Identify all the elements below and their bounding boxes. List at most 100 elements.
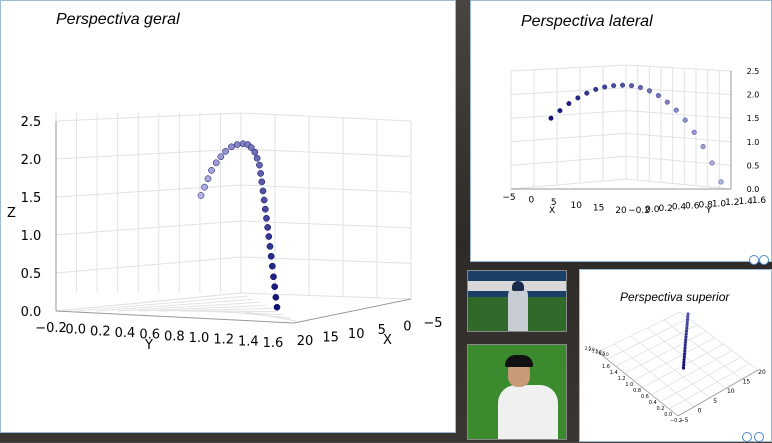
player-figure xyxy=(508,287,528,331)
top-x-tick: 10 xyxy=(727,388,735,395)
top-trajectory-point xyxy=(683,340,688,345)
lateral-trajectory-point xyxy=(691,129,697,135)
lateral-trajectory-point xyxy=(673,107,679,113)
top-z-tick: 2.5 xyxy=(585,346,592,351)
general-trajectory-point xyxy=(271,283,279,291)
top-x-ticks: −5 0 5 10 15 20 xyxy=(680,369,766,424)
top-x-tick: 0 xyxy=(698,407,702,414)
top-trajectory-point xyxy=(682,360,686,364)
lateral-z-tick: 2.0 xyxy=(747,91,760,100)
top-y-tick: 1.0 xyxy=(625,382,633,388)
general-trajectory-point xyxy=(259,187,267,195)
top-perspective-title: Perspectiva superior xyxy=(620,290,730,304)
lateral-trajectory-point xyxy=(664,99,670,105)
top-trajectory-point xyxy=(685,318,690,322)
general-trajectory-point xyxy=(228,143,235,151)
general-trajectory-point xyxy=(265,233,273,240)
top-y-tick: 1.6 xyxy=(602,364,610,370)
top-y-tick: 0.2 xyxy=(656,406,664,412)
top-trajectory-point xyxy=(682,357,686,362)
general-trajectory-point xyxy=(256,161,263,169)
top-z-ticks: 2.52.01.51.00.50.0 xyxy=(585,346,609,357)
lateral-x-tick: 0 xyxy=(529,196,535,206)
top-trajectory-point xyxy=(685,320,689,325)
general-y-tick: 1.4 xyxy=(238,334,259,349)
general-trajectory-point xyxy=(266,243,274,250)
general-z-tick: 0.5 xyxy=(21,267,42,282)
panel-general-perspective: Perspectiva geral 0.0 0.5 1.0 1.5 2.0 2.5 −0.… xyxy=(0,0,456,433)
lateral-trajectory-point xyxy=(575,95,581,101)
lateral-z-tick: 2.5 xyxy=(747,67,760,76)
general-trajectory-point xyxy=(264,224,271,231)
lateral-trajectory-point xyxy=(584,90,590,96)
lateral-chart: 0.00.51.01.52.02.5 −5 0 5 10 15 20 −0.20.0 0.2… xyxy=(502,64,766,216)
lateral-trajectory-point xyxy=(637,85,643,91)
general-y-tick: 0.4 xyxy=(115,326,136,341)
general-trajectory-point xyxy=(253,154,261,162)
top-z-tick: 1.0 xyxy=(595,350,602,355)
lateral-perspective-title: Perspectiva lateral xyxy=(521,13,653,30)
corner-handle xyxy=(754,432,764,442)
general-x-tick: −5 xyxy=(423,316,442,331)
general-y-tick: 1.2 xyxy=(213,333,234,348)
general-trajectory-point xyxy=(217,153,225,161)
general-trajectory-point xyxy=(212,159,220,167)
lateral-z-tick: 0.0 xyxy=(747,185,760,194)
lateral-trajectory-points xyxy=(548,82,724,185)
lateral-y-axis-label: Y xyxy=(705,206,712,216)
general-z-ticks: 0.0 0.5 1.0 1.5 2.0 2.5 xyxy=(21,115,42,320)
top-trajectory-point xyxy=(683,349,687,353)
top-trajectory-point xyxy=(683,346,687,350)
top-trajectory-point xyxy=(684,337,688,342)
top-trajectory-point xyxy=(682,352,687,356)
lateral-trajectory-point xyxy=(620,82,626,88)
lateral-z-tick: 1.0 xyxy=(747,138,760,147)
batter-photo-thumbnail xyxy=(467,270,567,332)
general-x-tick: 10 xyxy=(348,327,365,342)
general-grid xyxy=(55,112,412,324)
top-y-tick: 0.6 xyxy=(641,394,649,400)
general-y-tick: 1.0 xyxy=(189,331,210,346)
general-trajectory-point xyxy=(272,293,280,301)
general-trajectory-point xyxy=(208,167,215,174)
general-trajectory-point xyxy=(233,141,241,148)
lateral-y-tick: 0.4 xyxy=(672,203,687,213)
general-z-tick: 1.5 xyxy=(21,191,42,206)
general-y-tick: 0.0 xyxy=(65,323,86,338)
top-trajectory-point xyxy=(685,326,689,330)
top-z-tick: 0.0 xyxy=(602,352,609,357)
lateral-y-tick: 1.0 xyxy=(712,199,727,209)
lateral-trajectory-point xyxy=(700,144,706,150)
general-z-tick: 2.5 xyxy=(21,115,42,130)
top-trajectory-point xyxy=(686,312,690,316)
top-y-tick: −0.2 xyxy=(670,418,682,424)
general-trajectory-point xyxy=(263,214,270,222)
top-x-tick: 15 xyxy=(743,379,751,386)
top-trajectory-point xyxy=(685,323,689,327)
top-trajectory-point xyxy=(682,355,686,359)
general-perspective-title: Perspectiva geral xyxy=(56,11,180,28)
lateral-y-tick: 1.4 xyxy=(739,197,754,207)
top-y-ticks: −0.20.00.20.40.60.81.01.21.41.6 xyxy=(602,364,682,424)
top-y-tick: 1.2 xyxy=(618,376,626,382)
lateral-x-axis-label: X xyxy=(549,206,555,216)
general-x-tick: 5 xyxy=(378,323,386,338)
lateral-x-tick: 10 xyxy=(570,201,582,211)
lateral-x-ticks: −5 0 5 10 15 20 xyxy=(502,193,627,216)
lateral-y-tick: 0.2 xyxy=(659,204,673,214)
top-x-tick: −5 xyxy=(680,417,689,424)
top-grid xyxy=(597,311,759,417)
general-trajectory-point xyxy=(258,178,266,186)
general-trajectory-point xyxy=(273,303,281,311)
general-chart: 0.0 0.5 1.0 1.5 2.0 2.5 −0.20.0 0.2 0.4 0.6 0.8 1.… xyxy=(7,112,443,353)
lateral-trajectory-point xyxy=(566,101,572,107)
general-z-tick: 1.0 xyxy=(21,229,42,244)
lateral-y-tick: −0.2 xyxy=(628,206,650,216)
lateral-trajectory-point xyxy=(646,88,652,94)
player-helmet xyxy=(512,281,524,291)
lateral-trajectory-point xyxy=(709,160,715,166)
general-y-tick: 0.6 xyxy=(139,328,160,343)
lateral-grid xyxy=(510,64,732,190)
top-x-tick: 5 xyxy=(713,398,717,405)
